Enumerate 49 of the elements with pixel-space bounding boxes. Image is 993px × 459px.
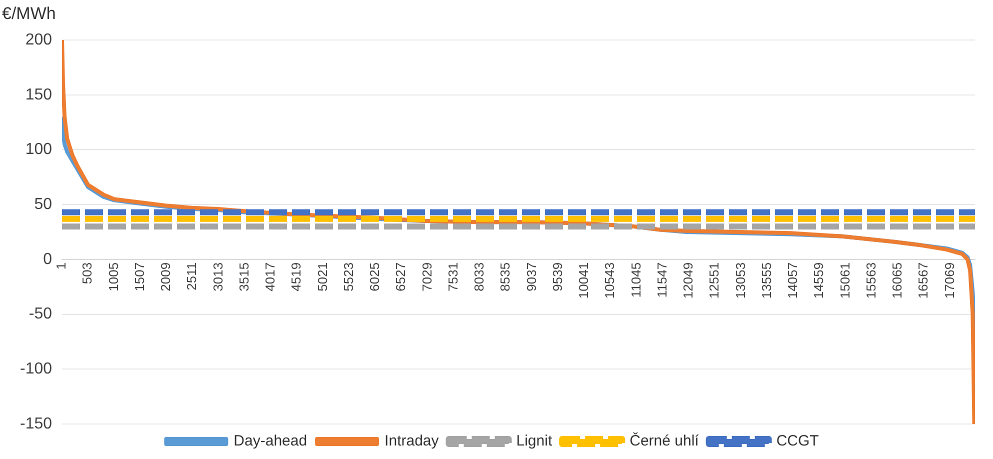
x-tick-label: 10543 bbox=[602, 262, 618, 299]
y-tick-label: 0 bbox=[43, 250, 52, 268]
y-tick-label: 150 bbox=[25, 86, 52, 104]
x-tick-label: 7029 bbox=[419, 262, 434, 292]
x-tick-label: 11547 bbox=[654, 262, 670, 298]
y-tick-label: 50 bbox=[34, 196, 52, 213]
x-tick-label: 16065 bbox=[890, 262, 905, 299]
y-tick-label: -100 bbox=[20, 360, 52, 378]
legend-label: Intraday bbox=[384, 432, 440, 450]
x-tick-label: 4519 bbox=[288, 262, 304, 292]
x-tick-label: 14559 bbox=[811, 262, 826, 299]
x-tick-label: 16567 bbox=[916, 262, 931, 299]
x-tick-label: 6527 bbox=[393, 262, 408, 292]
legend-label: Černé uhlí bbox=[630, 432, 700, 450]
x-tick-label: 9539 bbox=[550, 262, 565, 292]
x-tick-label: 2009 bbox=[158, 262, 174, 292]
y-axis-title: €/MWh bbox=[2, 4, 56, 24]
x-tick-label: 10041 bbox=[576, 262, 592, 299]
x-tick-label: 7531 bbox=[445, 262, 460, 292]
legend-label: CCGT bbox=[776, 432, 819, 450]
x-tick-label: 13555 bbox=[758, 262, 774, 299]
x-tick-label: 5523 bbox=[340, 262, 356, 292]
y-tick-label: 200 bbox=[25, 31, 52, 48]
x-tick-label: 3515 bbox=[236, 262, 252, 292]
x-tick-label: 503 bbox=[80, 262, 95, 284]
x-tick-label: 6025 bbox=[367, 262, 382, 292]
y-tick-label: -150 bbox=[20, 415, 52, 432]
x-tick-label: 14057 bbox=[785, 262, 800, 299]
y-tick-label: 100 bbox=[25, 141, 52, 158]
x-tick-label: 9037 bbox=[524, 262, 539, 292]
x-tick-label: 3013 bbox=[210, 262, 226, 292]
x-tick-label: 8535 bbox=[498, 262, 513, 292]
x-tick-label: 2511 bbox=[184, 262, 200, 290]
legend-label: Day-ahead bbox=[234, 432, 308, 450]
x-tick-label: 8033 bbox=[472, 262, 487, 292]
x-tick-label: 4017 bbox=[262, 262, 278, 292]
x-tick-label: 12551 bbox=[706, 262, 722, 299]
x-tick-label: 1 bbox=[54, 262, 69, 270]
y-tick-label: -50 bbox=[28, 306, 52, 323]
x-tick-label: 12049 bbox=[680, 262, 696, 299]
x-tick-label: 11045 bbox=[628, 262, 644, 298]
x-tick-label: 13053 bbox=[732, 262, 748, 299]
x-tick-label: 5021 bbox=[314, 262, 330, 292]
x-tick-label: 17069 bbox=[942, 262, 957, 299]
legend-label: Lignit bbox=[516, 432, 553, 450]
x-tick-label: 15563 bbox=[863, 262, 878, 299]
x-tick-label: 15061 bbox=[837, 262, 852, 299]
x-tick-label: 1507 bbox=[132, 262, 147, 292]
x-tick-label: 1005 bbox=[106, 262, 121, 292]
